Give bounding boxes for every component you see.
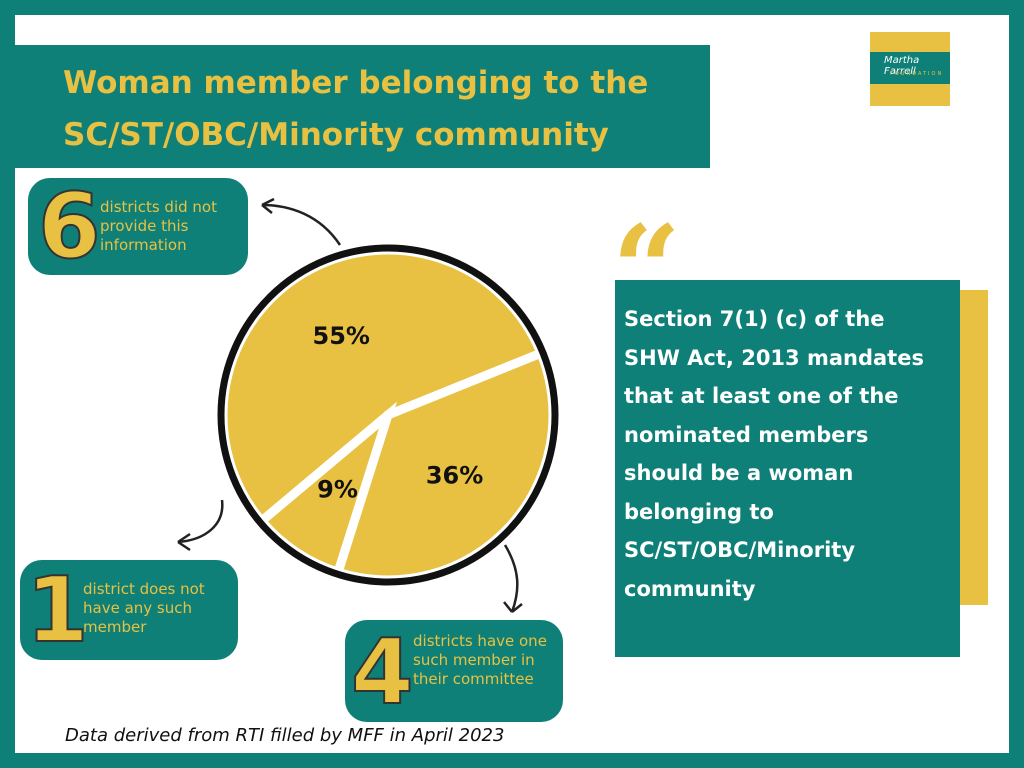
arrow-head	[503, 601, 523, 613]
arrow	[503, 544, 519, 613]
callout-text: districts did not provide this informati…	[100, 198, 217, 254]
quote-text: Section 7(1) (c) of the SHW Act, 2013 ma…	[624, 307, 924, 601]
callout-number: 1	[25, 558, 90, 663]
arrow	[177, 499, 224, 544]
callout: 6 districts did not provide this informa…	[28, 178, 248, 275]
slice-label: 36%	[426, 462, 483, 490]
callout: 4 districts have one such member in thei…	[345, 620, 563, 722]
arrow-head	[261, 197, 275, 214]
slice-label: 9%	[317, 475, 358, 503]
callout-number: 4	[350, 620, 415, 725]
footnote: Data derived from RTI filled by MFF in A…	[65, 725, 505, 746]
callout-text: district does not have any such member	[83, 580, 205, 636]
title: Woman member belonging to the SC/ST/OBC/…	[15, 45, 710, 168]
callout-number: 6	[37, 174, 102, 279]
quote-box	[615, 280, 960, 657]
callout: 1 district does not have any such member	[20, 560, 238, 660]
logo-subtitle: FOUNDATION	[890, 71, 944, 77]
slice-label: 55%	[313, 322, 370, 350]
pie-outline	[217, 244, 559, 586]
callout-text: districts have one such member in their …	[413, 632, 547, 688]
logo-name: Martha Farrell	[884, 55, 920, 77]
arrow-head	[177, 532, 191, 552]
logo: Martha Farrell FOUNDATION	[870, 32, 950, 106]
arrows	[177, 197, 523, 613]
arrow	[261, 203, 342, 246]
logo-band: Martha Farrell FOUNDATION	[870, 52, 950, 84]
